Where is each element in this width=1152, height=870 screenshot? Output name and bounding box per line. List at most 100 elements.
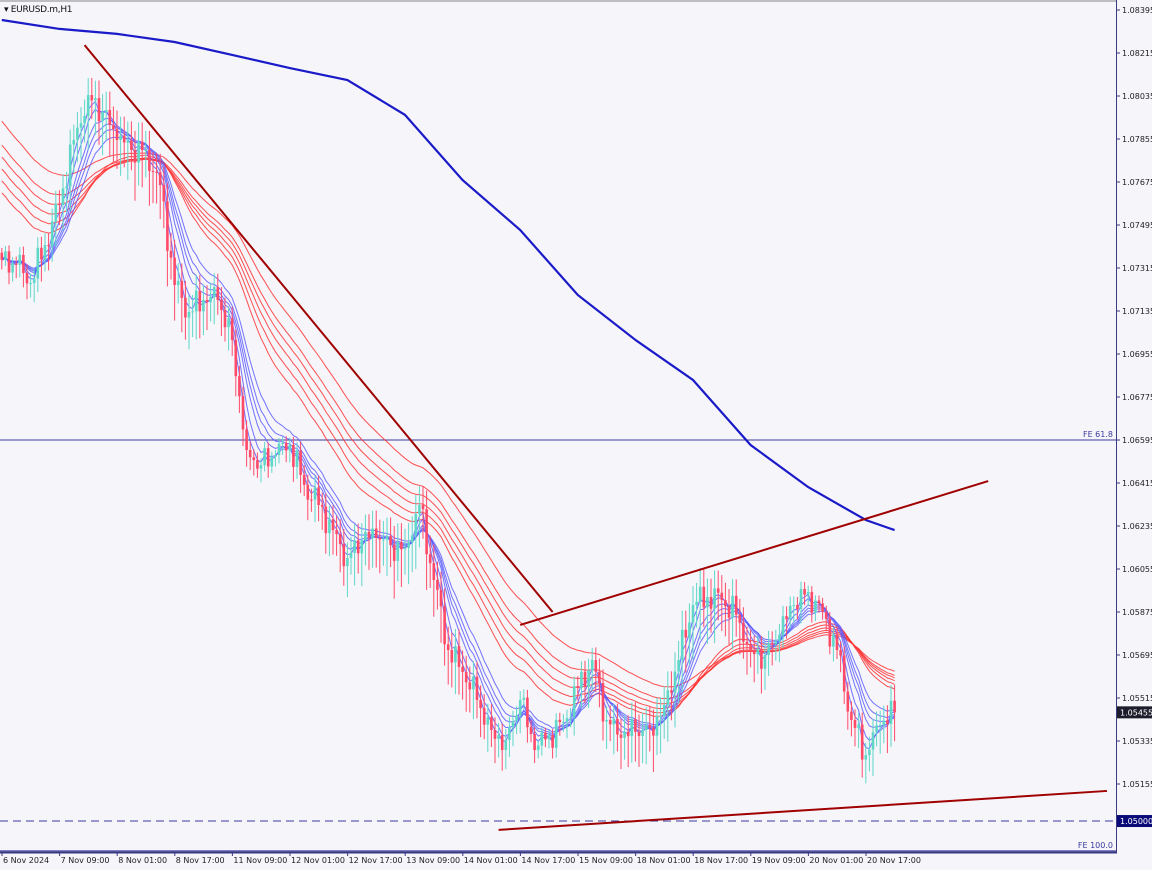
candle bbox=[187, 295, 191, 350]
candle bbox=[716, 570, 720, 621]
candle bbox=[446, 626, 450, 685]
candle bbox=[673, 652, 677, 728]
candle bbox=[263, 441, 266, 472]
candle-body bbox=[749, 644, 752, 650]
candle bbox=[490, 704, 493, 748]
candle-body bbox=[364, 531, 367, 541]
candle-body bbox=[666, 690, 670, 705]
level-price-text: 1.05000 bbox=[1120, 817, 1152, 826]
candle bbox=[461, 650, 464, 700]
x-tick-label: 11 Nov 09:00 bbox=[233, 856, 287, 865]
candle-body bbox=[428, 554, 432, 564]
candle bbox=[425, 490, 428, 590]
candle-body bbox=[180, 280, 184, 298]
candle bbox=[331, 505, 335, 555]
candle-body bbox=[878, 725, 882, 727]
candle-body bbox=[886, 720, 889, 724]
candle-body bbox=[7, 251, 11, 273]
candle-body bbox=[605, 719, 608, 722]
candle-body bbox=[472, 676, 475, 690]
candle-body bbox=[745, 641, 749, 645]
candle-body bbox=[432, 563, 436, 580]
candle bbox=[281, 436, 284, 455]
candle-body bbox=[623, 731, 626, 738]
candle-body bbox=[860, 724, 864, 760]
candle-body bbox=[716, 588, 720, 593]
candle-body bbox=[382, 539, 385, 541]
candle-body bbox=[270, 456, 274, 467]
candle bbox=[266, 442, 270, 478]
x-tick-label: 19 Nov 09:00 bbox=[752, 856, 806, 865]
candle-body bbox=[104, 109, 108, 113]
candle-body bbox=[518, 699, 522, 716]
candle bbox=[364, 514, 367, 566]
trendline[interactable] bbox=[83, 44, 554, 613]
candle-body bbox=[194, 290, 198, 312]
x-tick-label: 20 Nov 17:00 bbox=[867, 856, 921, 865]
price-axis[interactable]: 1.08395 1.08215 1.08035 1.07855 1.07675 1.074… bbox=[1116, 6, 1152, 789]
candle bbox=[853, 709, 857, 747]
candle bbox=[457, 629, 461, 695]
level-label: FE 61.8 bbox=[1083, 430, 1113, 439]
candle bbox=[598, 658, 601, 708]
candle bbox=[288, 437, 292, 463]
candle-body bbox=[133, 149, 137, 163]
candle-body bbox=[767, 643, 770, 656]
candle bbox=[68, 129, 72, 211]
candle-body bbox=[310, 499, 313, 501]
candle bbox=[11, 257, 14, 282]
candle-body bbox=[65, 186, 68, 189]
candle-body bbox=[655, 715, 659, 736]
candle-body bbox=[407, 542, 410, 548]
candle bbox=[493, 717, 497, 764]
candle-body bbox=[216, 287, 220, 301]
level-price-tag bbox=[1117, 815, 1152, 828]
x-tick-label: 8 Nov 17:00 bbox=[176, 856, 225, 865]
candle-body bbox=[191, 311, 194, 313]
candle-body bbox=[648, 725, 652, 728]
candle-body bbox=[839, 649, 842, 656]
candle bbox=[468, 666, 472, 713]
candle-body bbox=[608, 719, 612, 725]
candle-body bbox=[356, 540, 360, 554]
y-tick-label: 1.06595 bbox=[1122, 436, 1152, 445]
candle-body bbox=[742, 622, 745, 642]
candle-body bbox=[806, 591, 810, 595]
candle bbox=[299, 441, 302, 493]
candle-body bbox=[223, 310, 227, 328]
candle-body bbox=[18, 254, 22, 265]
candle bbox=[50, 208, 54, 262]
candle-body bbox=[346, 558, 349, 567]
candle bbox=[86, 78, 90, 150]
candle bbox=[626, 715, 630, 768]
candle-body bbox=[61, 188, 65, 205]
candle bbox=[644, 707, 648, 765]
trendline[interactable] bbox=[519, 480, 989, 626]
candle bbox=[245, 420, 248, 467]
candle-body bbox=[734, 595, 738, 615]
candle-body bbox=[335, 530, 338, 535]
trendline[interactable] bbox=[498, 789, 1108, 831]
candle-body bbox=[662, 704, 666, 716]
candle-body bbox=[274, 455, 277, 457]
candle bbox=[356, 523, 360, 574]
candle-body bbox=[846, 691, 850, 712]
candle bbox=[760, 635, 763, 694]
time-axis[interactable]: 6 Nov 2024 7 Nov 09:00 8 Nov 01:00 8 Nov 17… bbox=[1, 852, 921, 865]
candle-body bbox=[436, 579, 439, 590]
collapse-triangle-icon[interactable]: ▾ bbox=[4, 5, 9, 15]
candle-body bbox=[184, 297, 187, 318]
candle-body bbox=[792, 605, 796, 607]
candle-body bbox=[130, 140, 133, 150]
candle bbox=[403, 528, 407, 575]
candle-body bbox=[371, 528, 374, 538]
candle-body bbox=[572, 686, 576, 717]
candle-body bbox=[536, 745, 540, 751]
level-lines: FE 61.8 FE 100.0 bbox=[0, 430, 1116, 852]
candle bbox=[306, 474, 310, 521]
candle bbox=[608, 705, 612, 742]
candle-body bbox=[54, 203, 58, 222]
candle-body bbox=[882, 720, 886, 726]
y-tick-label: 1.07675 bbox=[1122, 178, 1152, 187]
